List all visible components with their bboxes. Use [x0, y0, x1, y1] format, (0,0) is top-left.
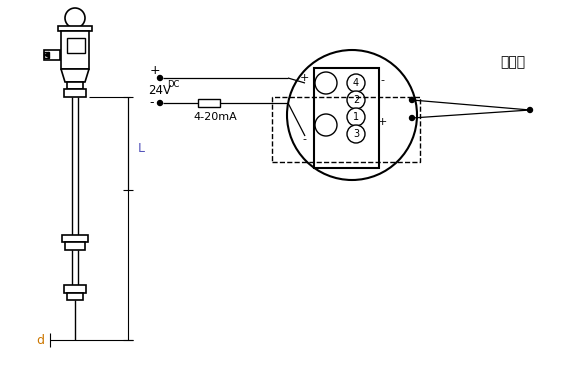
Bar [272, 97, 420, 162]
Circle shape [410, 116, 415, 121]
Circle shape [347, 91, 365, 109]
Circle shape [157, 101, 162, 106]
Circle shape [528, 108, 533, 113]
Circle shape [65, 8, 85, 28]
Text: d: d [36, 333, 44, 346]
Text: +: + [377, 117, 387, 127]
Text: -: - [150, 96, 154, 109]
Text: DC: DC [167, 80, 179, 89]
Bar [67, 38, 85, 53]
Circle shape [347, 74, 365, 92]
Bar [67, 293, 83, 300]
Circle shape [157, 76, 162, 81]
Text: +: + [150, 63, 160, 76]
Text: -: - [302, 134, 306, 144]
Text: +: + [299, 73, 308, 83]
Bar [62, 235, 88, 242]
Text: 热电偶: 热电偶 [500, 55, 525, 69]
Text: 4: 4 [353, 78, 359, 88]
Bar [44, 50, 60, 60]
Text: L: L [138, 141, 145, 154]
Circle shape [347, 108, 365, 126]
Polygon shape [44, 52, 49, 58]
Bar [64, 89, 86, 97]
Bar [67, 82, 83, 89]
Text: 1: 1 [353, 112, 359, 122]
Bar [58, 26, 92, 31]
Circle shape [410, 98, 415, 103]
Bar [314, 68, 379, 168]
Text: -: - [380, 75, 384, 85]
Text: 3: 3 [353, 129, 359, 139]
Bar [198, 99, 220, 107]
Circle shape [287, 50, 417, 180]
Polygon shape [61, 69, 89, 82]
Circle shape [347, 125, 365, 143]
Text: 24V: 24V [148, 84, 171, 98]
Text: 4-20mA: 4-20mA [193, 112, 237, 122]
Bar [65, 242, 85, 250]
Bar [64, 285, 86, 293]
Bar [61, 31, 89, 69]
Text: 2: 2 [353, 95, 359, 105]
Bar [44, 52, 49, 58]
